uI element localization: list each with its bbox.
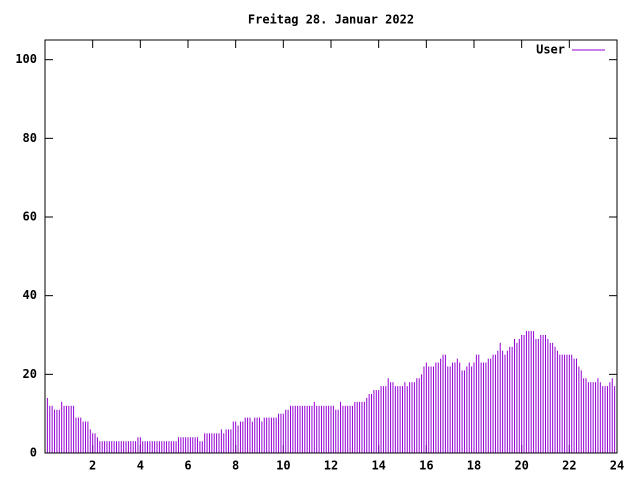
x-tick-label: 10	[276, 459, 290, 473]
x-tick-label: 4	[137, 459, 144, 473]
plot-border	[44, 39, 618, 454]
y-tick-label: 20	[23, 367, 37, 381]
x-tick-label: 6	[184, 459, 191, 473]
y-tick-label: 0	[30, 446, 37, 460]
y-tick-label: 60	[23, 210, 37, 224]
chart-title: Freitag 28. Januar 2022	[248, 13, 414, 27]
x-tick-label: 24	[610, 459, 624, 473]
y-tick-label: 40	[23, 288, 37, 302]
x-tick-label: 12	[324, 459, 338, 473]
x-tick-label: 18	[467, 459, 481, 473]
y-tick-label: 80	[23, 131, 37, 145]
y-tick-label: 100	[15, 52, 37, 66]
x-tick-label: 14	[371, 459, 385, 473]
x-tick-label: 22	[562, 459, 576, 473]
x-tick-label: 2	[89, 459, 96, 473]
x-tick-label: 20	[514, 459, 528, 473]
x-tick-label: 16	[419, 459, 433, 473]
legend-label: User	[536, 43, 565, 57]
x-tick-label: 8	[232, 459, 239, 473]
